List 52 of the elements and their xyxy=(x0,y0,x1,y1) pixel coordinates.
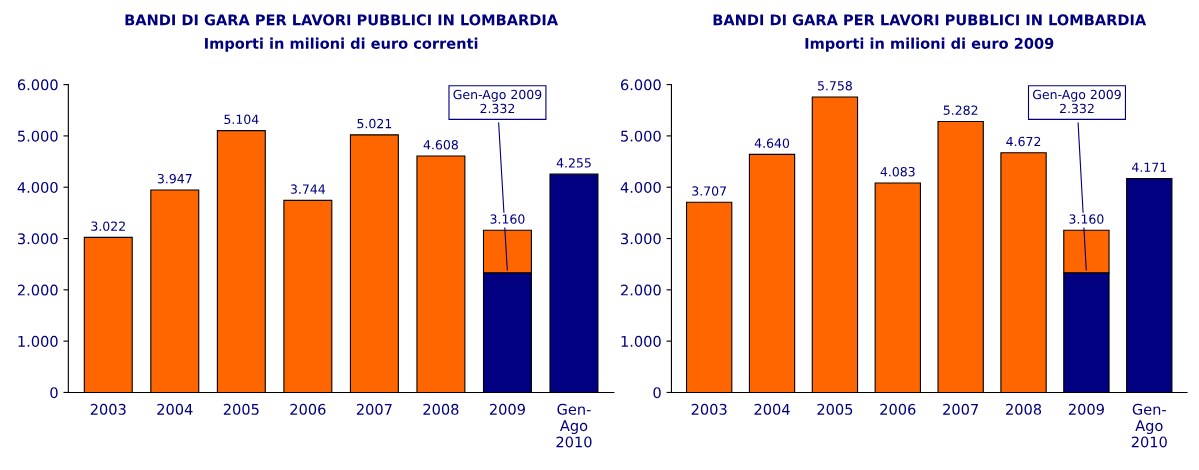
x-tick-label: 2009 xyxy=(1068,403,1104,415)
x-tick-label: 2006 xyxy=(290,403,326,415)
x-tick-label: Gen- Ago 2010 xyxy=(556,403,592,448)
chart-title: BANDI DI GARA PER LAVORI PUBBLICI IN LOMBARDIA xyxy=(713,14,1147,26)
y-tick-label: 0 xyxy=(653,387,661,399)
y-tick-label: 3.000 xyxy=(17,233,58,245)
x-tick-label: 2005 xyxy=(223,403,259,415)
y-tick-label: 5.000 xyxy=(18,130,58,142)
annotation: Gen-Ago 2009 2.332 xyxy=(453,89,542,114)
total-label: 3.744 xyxy=(290,184,326,194)
x-tick-label: 2008 xyxy=(423,403,459,415)
total-label: 3.160 xyxy=(490,214,525,224)
y-tick-label: 0 xyxy=(50,387,58,399)
x-tick-label: 2009 xyxy=(489,403,525,415)
y-tick-label: 5.000 xyxy=(621,130,661,142)
total-label: 5.104 xyxy=(224,114,259,125)
chart-title: BANDI DI GARA PER LAVORI PUBBLICI IN LOMBARDIA xyxy=(125,14,558,26)
x-tick-label: 2003 xyxy=(691,403,727,415)
x-tick-label: 2008 xyxy=(1006,403,1042,415)
total-label: 4.672 xyxy=(1006,136,1041,147)
x-tick-label: 2004 xyxy=(754,403,790,415)
total-label: 3.022 xyxy=(91,221,125,231)
total-label: 4.640 xyxy=(754,138,790,148)
y-tick-label: 4.000 xyxy=(17,181,58,193)
x-tick-label: 2007 xyxy=(943,403,978,415)
x-tick-label: 2005 xyxy=(817,403,853,415)
x-tick-label: 2006 xyxy=(880,403,916,415)
y-tick-label: 2.000 xyxy=(17,284,58,296)
chart-subtitle: Importi in milioni di euro 2009 xyxy=(805,37,1054,52)
total-label: 5.021 xyxy=(357,118,392,129)
y-tick-label: 1.000 xyxy=(621,335,661,347)
x-tick-label: 2003 xyxy=(90,403,126,415)
y-tick-label: 6.000 xyxy=(17,79,58,91)
x-tick-label: Gen- Ago 2010 xyxy=(1131,403,1167,448)
annotation: Gen-Ago 2009 2.332 xyxy=(1032,89,1121,114)
total-label: 4.171 xyxy=(1132,162,1167,172)
y-tick-label: 6.000 xyxy=(620,79,661,91)
y-tick-label: 1.000 xyxy=(18,335,58,347)
total-label: 4.083 xyxy=(880,166,915,177)
total-label: 3.707 xyxy=(692,186,726,196)
total-label: 5.758 xyxy=(817,81,852,91)
total-label: 5.282 xyxy=(943,105,978,115)
y-tick-label: 3.000 xyxy=(621,233,661,245)
y-tick-label: 4.000 xyxy=(620,181,661,193)
x-tick-label: 2004 xyxy=(157,403,193,415)
x-tick-label: 2007 xyxy=(356,403,392,415)
total-label: 3.947 xyxy=(157,173,192,184)
total-label: 3.160 xyxy=(1069,214,1104,224)
total-label: 4.608 xyxy=(423,140,458,150)
total-label: 4.255 xyxy=(556,158,591,168)
chart-subtitle: Importi in milioni di euro correnti xyxy=(205,37,478,52)
y-tick-label: 2.000 xyxy=(621,284,661,296)
